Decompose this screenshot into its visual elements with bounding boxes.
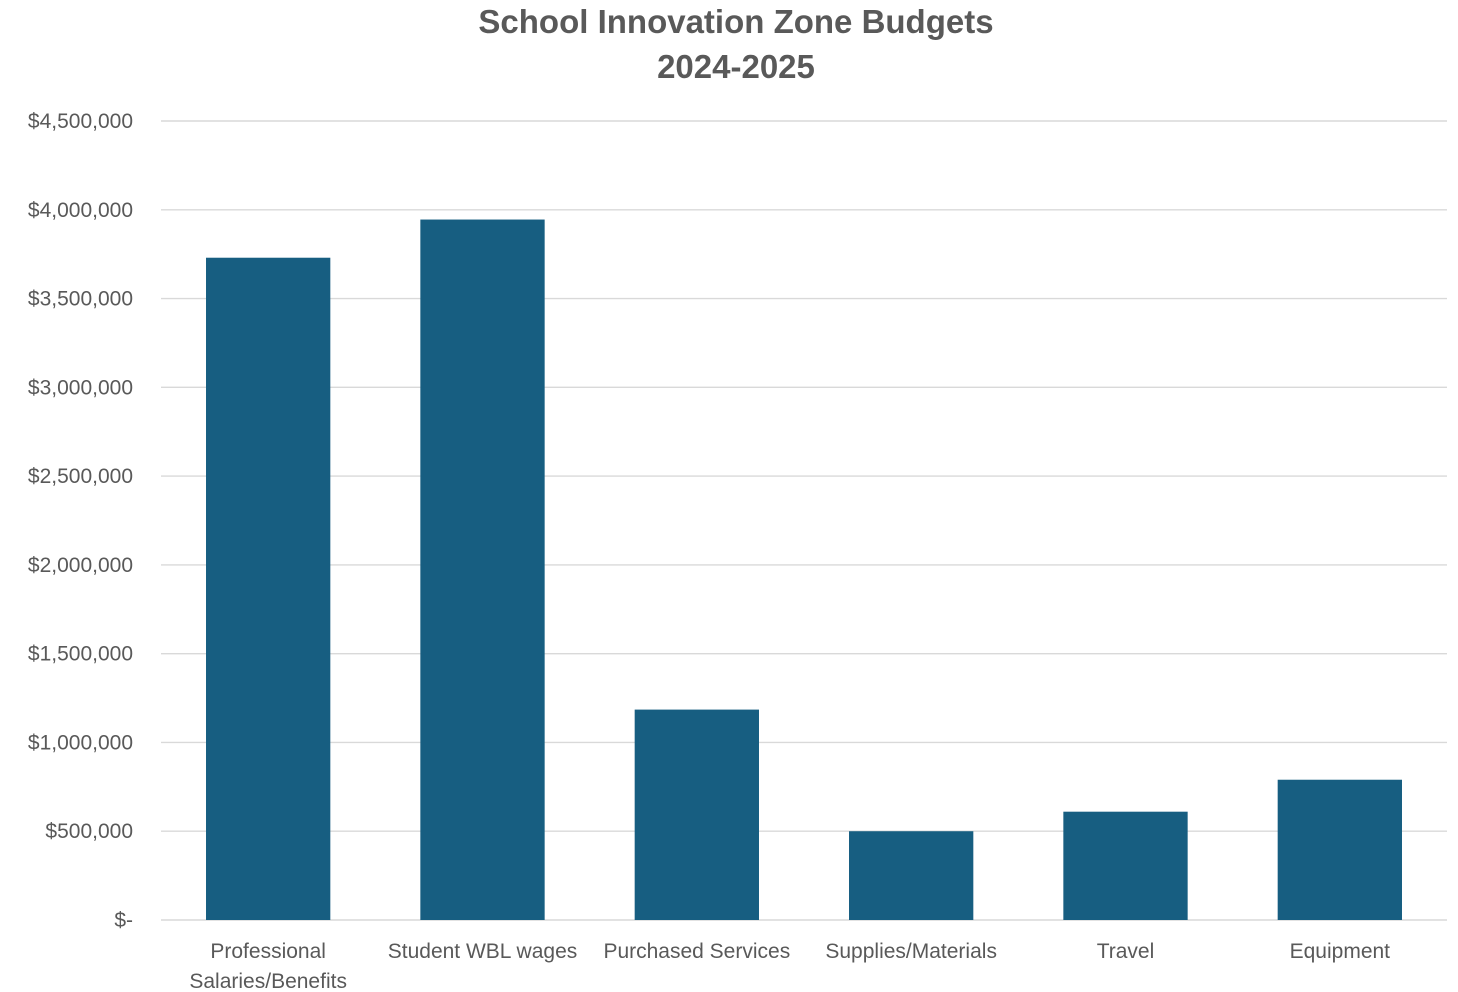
x-tick-label: Student WBL wages [388,940,578,963]
y-tick-label: $2,500,000 [28,465,133,488]
x-tick-label: Salaries/Benefits [189,970,347,992]
bar [206,257,331,920]
y-tick-label: $4,500,000 [28,110,133,133]
x-axis-tick-labels: Professional Salaries/Benefits Student WBL… [189,940,1390,992]
gridlines [161,120,1447,921]
y-tick-label: $1,000,000 [28,731,133,754]
y-tick-label: $- [114,909,133,932]
x-tick-label: Equipment [1290,940,1391,963]
y-tick-label: $2,000,000 [28,554,133,577]
y-tick-label: $1,500,000 [28,643,133,666]
bar [1277,779,1402,920]
x-tick-label: Supplies/Materials [825,940,997,963]
chart-subtitle: 2024-2025 [657,48,815,85]
y-tick-label: $3,000,000 [28,376,133,399]
x-tick-label: Purchased Services [603,940,790,963]
y-axis-tick-labels: $- $500,000 $1,000,000 $1,500,000 $2,000,000… [28,110,133,932]
x-tick-label: Professional [210,940,326,963]
bar [634,709,759,920]
bar [420,219,545,920]
bar [1063,811,1188,920]
chart-title: School Innovation Zone Budgets [478,3,993,40]
bar [849,831,974,920]
y-tick-label: $4,000,000 [28,199,133,222]
x-tick-label: Travel [1097,940,1155,963]
y-tick-label: $500,000 [45,820,133,843]
bars [206,219,1402,920]
y-tick-label: $3,500,000 [28,288,133,311]
